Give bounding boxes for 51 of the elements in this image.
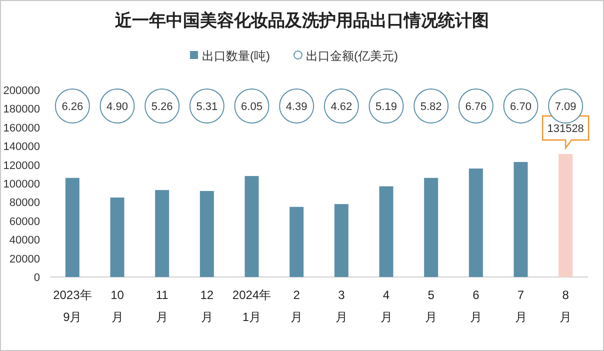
- bar: [514, 162, 528, 277]
- y-tick-label: 80000: [9, 197, 40, 210]
- annotation: 6.70: [510, 101, 532, 113]
- x-tick-label: 4 月: [380, 288, 392, 324]
- annotation: 5.26: [151, 101, 173, 113]
- x-tick-label: 7 月: [514, 288, 527, 324]
- x-tick-label: 2 月: [290, 288, 303, 324]
- x-tick-label: 6 月: [470, 288, 482, 324]
- y-tick-label: 100000: [3, 178, 40, 190]
- x-tick-label: 2023年 9月: [53, 288, 92, 324]
- text: 出口金额(亿美元): [306, 49, 398, 63]
- annotation: 5.31: [196, 101, 218, 113]
- bar: [334, 204, 348, 277]
- bar: [200, 190, 214, 277]
- annotation: 4.39: [286, 101, 308, 113]
- annotation: 7.09: [554, 101, 576, 113]
- bar: [468, 168, 483, 277]
- y-tick-label: 160000: [3, 122, 40, 134]
- x-tick-label: 3 月: [335, 288, 348, 324]
- bar: [65, 178, 80, 277]
- legend: 出口数量(吨): [190, 49, 270, 63]
- annotation: 4.62: [330, 101, 352, 113]
- x-tick-label: 12 月: [200, 288, 214, 324]
- y-tick-label: 200000: [3, 85, 40, 97]
- y-tick-label: 140000: [3, 141, 40, 154]
- annotation: 6.76: [465, 101, 487, 113]
- y-tick-label: 60000: [9, 216, 40, 228]
- annotation: 6.26: [62, 101, 84, 113]
- annotation: 6.05: [241, 101, 262, 113]
- x-tick-label: 5 月: [425, 288, 438, 324]
- bar: [424, 178, 438, 277]
- bar: [379, 186, 394, 277]
- chart-title: 近一年中国美容化妆品及洗护用品出口情况统计图: [114, 11, 489, 30]
- bar: [244, 176, 259, 277]
- annotation: 4.90: [106, 101, 128, 113]
- annotation: 5.19: [376, 101, 397, 113]
- x-tick-label: 10 月: [110, 288, 124, 324]
- data-label: 131528: [547, 123, 584, 136]
- bar: [155, 190, 170, 277]
- bar: [110, 198, 124, 277]
- y-tick-label: 40000: [9, 234, 40, 247]
- x-tick-label: 8 月: [560, 288, 572, 324]
- y-tick-label: 0: [34, 272, 40, 284]
- y-tick-label: 120000: [3, 160, 40, 172]
- bar: [290, 206, 304, 277]
- y-tick-label: 20000: [9, 253, 40, 266]
- x-tick-label: 2024年 1月: [232, 288, 272, 324]
- bar: [558, 154, 573, 277]
- y-tick-label: 180000: [3, 104, 40, 116]
- x-tick-label: 11 月: [156, 288, 169, 324]
- annotation: 5.82: [420, 101, 442, 113]
